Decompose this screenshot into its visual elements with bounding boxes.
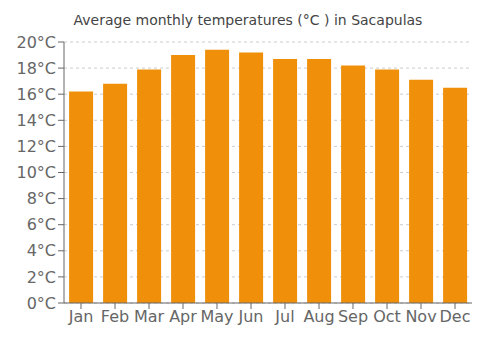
svg-text:Dec: Dec [440, 307, 471, 326]
svg-text:Jan: Jan [68, 307, 94, 326]
svg-text:Sep: Sep [338, 307, 368, 326]
svg-text:0°C: 0°C [27, 294, 56, 313]
svg-text:2°C: 2°C [27, 268, 56, 287]
svg-text:Aug: Aug [303, 307, 334, 326]
svg-text:Oct: Oct [373, 307, 401, 326]
svg-text:Apr: Apr [169, 307, 197, 326]
svg-text:Nov: Nov [405, 307, 436, 326]
svg-text:May: May [200, 307, 233, 326]
html-text:Average monthly temperatures (: Average monthly temperatures (°C ) in Sa… [73, 12, 423, 28]
svg-text:Jun: Jun [238, 307, 264, 326]
svg-text:8°C: 8°C [27, 189, 56, 208]
svg-text:10°C: 10°C [16, 163, 56, 182]
svg-text:6°C: 6°C [27, 215, 56, 234]
svg-text:12°C: 12°C [16, 137, 56, 156]
svg-text:Jul: Jul [274, 307, 294, 326]
svg-text:4°C: 4°C [27, 241, 56, 260]
svg-text:Feb: Feb [101, 307, 129, 326]
svg-text:16°C: 16°C [16, 85, 56, 104]
svg-text:18°C: 18°C [16, 59, 56, 78]
svg-text:Mar: Mar [134, 307, 165, 326]
svg-text:20°C: 20°C [16, 33, 56, 52]
svg-text:14°C: 14°C [16, 111, 56, 130]
